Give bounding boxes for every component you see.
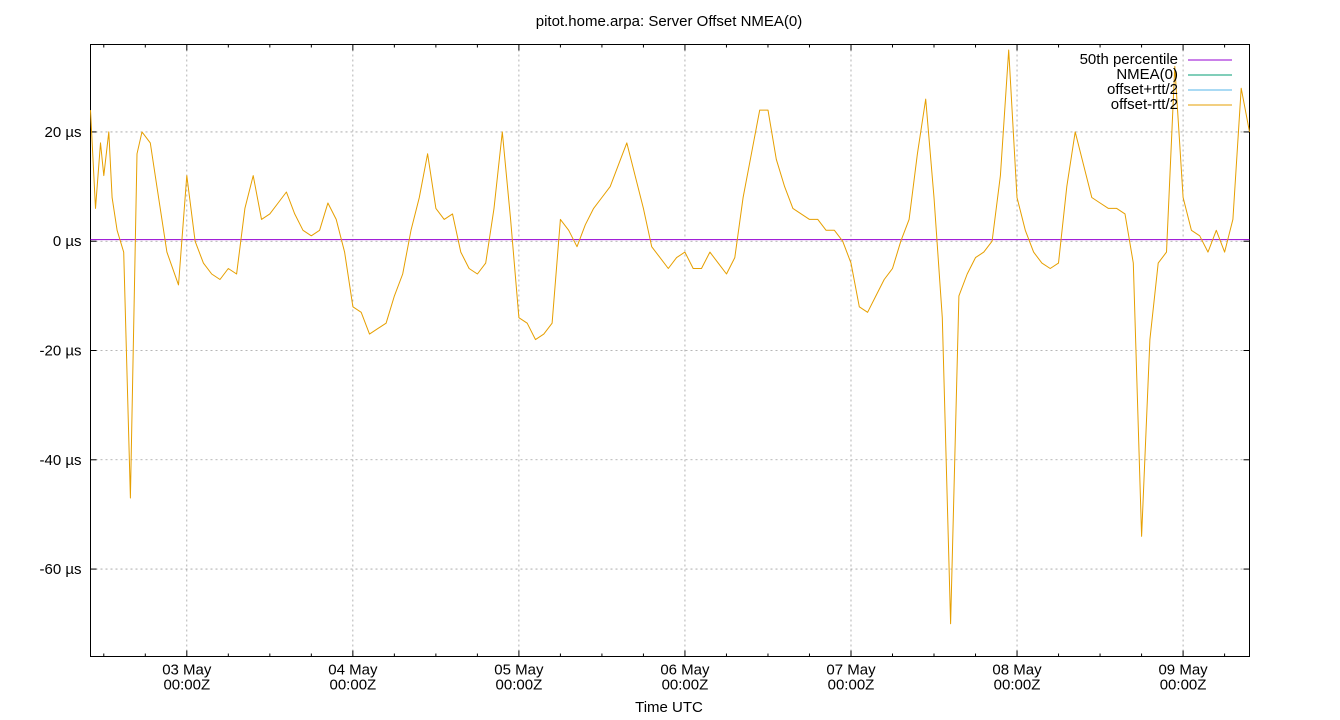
- legend-label-offset-plus: offset+rtt/2: [1107, 81, 1178, 98]
- y-tick-label: -40 µs: [40, 452, 82, 469]
- x-tick-label-date: 07 May: [826, 662, 876, 679]
- chart-title: pitot.home.arpa: Server Offset NMEA(0): [536, 13, 803, 30]
- x-tick-label-date: 03 May: [162, 662, 212, 679]
- x-tick-label-time: 00:00Z: [1160, 677, 1207, 694]
- series-layer: [90, 49, 1250, 625]
- y-tick-label: -20 µs: [40, 343, 82, 360]
- x-tick-label-time: 00:00Z: [163, 677, 210, 694]
- y-tick-label: 20 µs: [45, 124, 82, 141]
- x-axis-label: Time UTC: [635, 699, 703, 716]
- legend-label-nmea: NMEA(0): [1116, 66, 1178, 83]
- x-tick-label-time: 00:00Z: [662, 677, 709, 694]
- y-tick-label: -60 µs: [40, 561, 82, 578]
- x-tick-label-time: 00:00Z: [496, 677, 543, 694]
- x-tick-label-time: 00:00Z: [330, 677, 377, 694]
- legend-label-offset-minus: offset-rtt/2: [1111, 96, 1178, 113]
- grid: [90, 44, 1250, 657]
- legend: 50th percentile NMEA(0) offset+rtt/2 off…: [1080, 51, 1232, 113]
- x-tick-label-date: 04 May: [328, 662, 378, 679]
- y-tick-label: 0 µs: [53, 233, 82, 250]
- x-tick-label-date: 05 May: [494, 662, 544, 679]
- x-tick-label-date: 06 May: [660, 662, 710, 679]
- legend-label-50th-percentile: 50th percentile: [1080, 51, 1178, 68]
- x-tick-label-date: 08 May: [992, 662, 1042, 679]
- x-tick-label-time: 00:00Z: [994, 677, 1041, 694]
- x-tick-label-date: 09 May: [1158, 662, 1208, 679]
- series-offset-minus-line: [90, 49, 1250, 625]
- x-tick-label-time: 00:00Z: [828, 677, 875, 694]
